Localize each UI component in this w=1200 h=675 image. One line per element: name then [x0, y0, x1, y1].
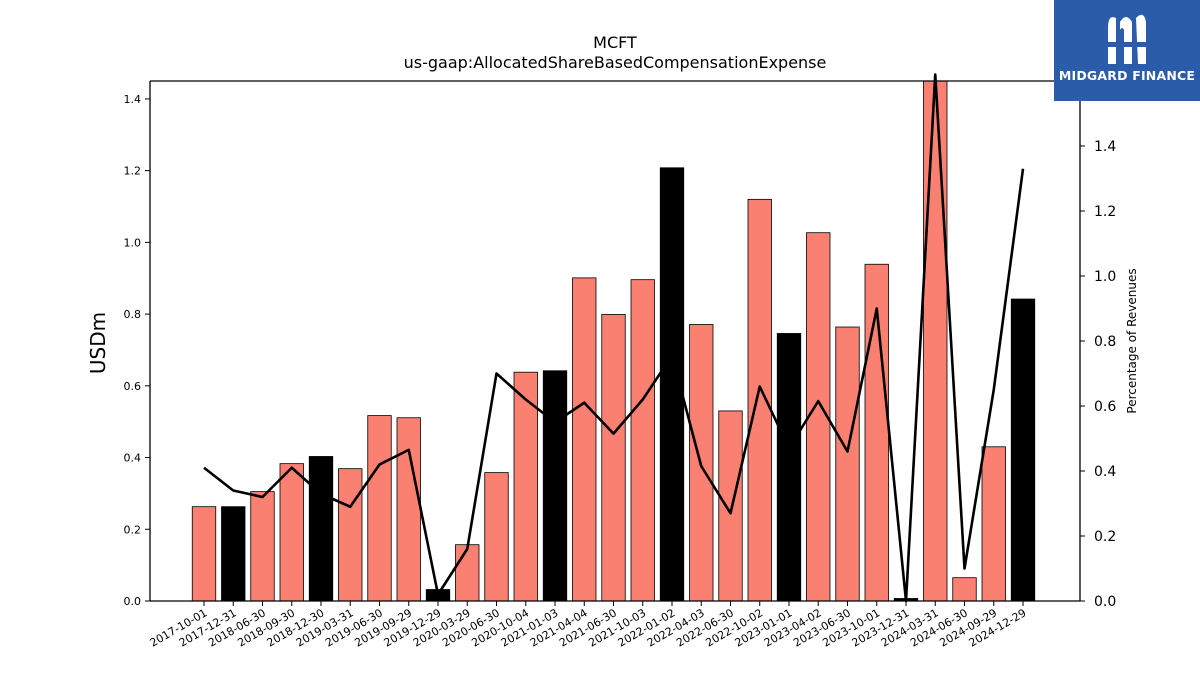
bar — [455, 544, 480, 602]
y-tick-label: 0.4 — [124, 452, 142, 465]
bar — [747, 198, 772, 602]
y2-tick-label: 0.0 — [1094, 594, 1116, 610]
y2-tick-label: 0.4 — [1094, 464, 1116, 480]
y2-tick-label: 1.4 — [1094, 139, 1116, 155]
bar — [776, 333, 802, 602]
bar — [718, 410, 743, 602]
y-tick-label: 1.4 — [124, 93, 142, 106]
bar — [367, 415, 392, 602]
bar — [338, 468, 363, 602]
y-tick-label: 0.8 — [124, 308, 142, 321]
y-tick-label: 0.0 — [124, 595, 142, 608]
midgard-logo-icon — [1106, 14, 1148, 65]
bar — [396, 417, 421, 602]
bar — [952, 577, 977, 602]
y2-tick-label: 0.6 — [1094, 399, 1116, 415]
bar — [981, 446, 1006, 602]
bar-series — [191, 80, 1036, 602]
y2-axis-ticks: 0.0 0.2 0.4 0.6 0.8 1.0 1.2 1.4 — [1080, 139, 1116, 610]
bar — [601, 314, 626, 602]
y2-axis-label: Percentage of Revenues — [1125, 268, 1139, 413]
bar — [279, 463, 304, 602]
y2-tick-label: 0.8 — [1094, 334, 1116, 350]
y-tick-label: 0.2 — [124, 523, 142, 536]
y-tick-label: 1.2 — [124, 165, 142, 178]
chart-title: MCFT — [593, 33, 637, 52]
bar — [250, 491, 275, 602]
y2-tick-label: 1.0 — [1094, 269, 1116, 285]
y-tick-label: 1.0 — [124, 236, 142, 249]
y-axis-label: USDm — [86, 312, 110, 374]
bar — [221, 506, 246, 602]
bar — [308, 456, 334, 602]
brand-logo: MIDGARD FINANCE — [1054, 0, 1200, 101]
bar — [191, 506, 217, 602]
y-tick-label: 0.6 — [124, 380, 142, 393]
bar — [1010, 298, 1036, 602]
brand-name: MIDGARD FINANCE — [1058, 68, 1196, 83]
bar — [542, 370, 568, 602]
chart-subtitle: us-gaap:AllocatedShareBasedCompensationE… — [404, 53, 827, 72]
x-axis-ticks: 2017-10-012017-12-312018-06-302018-09-30… — [148, 601, 1029, 650]
bar — [835, 326, 860, 602]
bar — [923, 80, 948, 602]
bar — [572, 277, 597, 602]
bar — [484, 472, 509, 602]
y2-tick-label: 0.2 — [1094, 529, 1116, 545]
y2-tick-label: 1.2 — [1094, 204, 1116, 220]
bar — [630, 279, 655, 602]
y-axis-ticks: 0.0 0.2 0.4 0.6 0.8 1.0 1.2 1.4 — [124, 93, 150, 608]
